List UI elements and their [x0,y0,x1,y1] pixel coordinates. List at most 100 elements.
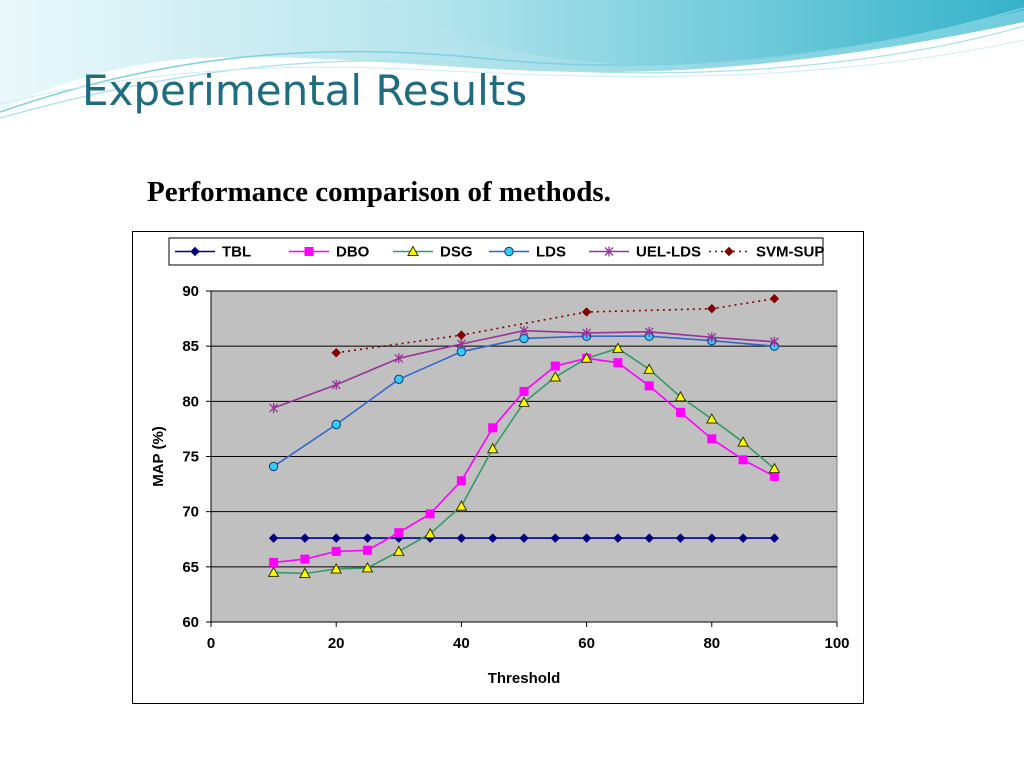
legend-label-dbo: DBO [336,244,370,261]
y-tick-label: 60 [182,614,199,631]
data-point-uel-lds [644,326,654,337]
decorative-wave-banner [0,0,1024,119]
data-point-tbl [769,533,780,543]
data-point-tbl [487,533,498,543]
data-point-svm-sup [769,294,780,304]
data-point-dsg [580,352,593,363]
legend-marker-lds [504,246,514,257]
data-point-tbl [362,533,373,543]
data-point-uel-lds [769,336,779,347]
data-point-dbo [488,423,498,433]
legend-marker-svm-sup [724,246,734,257]
x-tick-label: 80 [703,635,720,652]
data-point-uel-lds [582,327,592,338]
x-tick-label: 60 [578,635,595,652]
data-point-tbl [331,533,341,543]
data-point-dsg [361,561,374,573]
data-point-lds [268,461,279,472]
y-tick-label: 90 [182,283,199,300]
data-point-dsg [674,390,687,402]
data-point-dbo [456,476,466,486]
data-point-dsg [486,442,499,454]
data-point-dsg [549,371,562,382]
legend-label-svm-sup: SVM-SUP [756,244,824,261]
data-point-tbl [675,533,686,543]
data-point-dsg [392,545,405,556]
y-tick-label: 75 [182,449,199,466]
data-point-dbo [331,546,341,556]
data-point-dbo [676,407,685,417]
wave-line-3 [0,39,1024,105]
data-point-tbl [456,533,467,543]
y-tick-label: 65 [182,559,199,576]
legend-label-lds: LDS [536,244,566,261]
data-point-dsg [612,342,624,353]
legend-label-uel-lds: UEL-LDS [636,244,701,261]
data-point-dsg [424,527,436,539]
legend-label-dsg: DSG [440,244,473,261]
chart-caption: Performance comparison of methods. [147,176,611,208]
data-point-tbl [268,533,279,543]
data-point-dbo [550,361,560,371]
x-tick-label: 20 [328,635,345,652]
data-point-uel-lds [519,325,529,336]
wave-line-2 [0,25,1024,119]
data-point-dsg [643,363,656,374]
data-point-tbl [738,533,748,543]
x-tick-label: 40 [453,635,470,652]
legend-label-tbl: TBL [222,244,251,261]
y-axis-label: MAP (%) [150,426,167,487]
y-tick-label: 85 [182,338,199,355]
data-point-tbl [519,533,529,543]
data-point-tbl [550,533,561,543]
data-point-dsg [267,566,280,577]
data-point-dbo [300,554,310,564]
data-point-lds [331,419,341,430]
wave-line-1 [0,7,1024,113]
data-point-dbo [394,528,404,538]
y-tick-label: 80 [182,393,199,410]
legend-marker-uel-lds [604,246,614,257]
data-point-dbo [769,471,779,481]
legend-marker-dsg [407,245,419,256]
data-point-dbo [644,381,654,391]
data-point-svm-sup [331,348,341,358]
data-point-dsg [330,563,343,574]
data-point-dbo [363,545,372,555]
data-point-uel-lds [707,332,717,343]
chart-frame: 60 65 70 75 80 85 90 0 20 40 60 80 100 Threshold MAP (… [132,231,864,704]
data-point-svm-sup [707,303,717,314]
y-tick-label: 70 [182,504,199,521]
x-tick-label: 0 [207,635,215,652]
data-point-lds [394,374,404,384]
data-point-dsg [768,462,781,474]
x-tick-label: 100 [824,635,849,652]
data-point-uel-lds [331,379,341,390]
data-point-tbl [644,533,654,543]
line-chart: 60 65 70 75 80 85 90 0 20 40 60 80 100 Threshold MAP (… [150,237,850,687]
data-point-svm-sup [581,307,592,317]
data-point-dsg [705,412,718,424]
data-point-dsg [518,396,530,407]
slide-title: Experimental Results [82,66,528,115]
data-point-dbo [425,509,435,519]
legend-marker-tbl [190,246,200,257]
data-point-uel-lds [456,338,466,349]
data-point-tbl [707,533,717,543]
data-point-dbo [613,358,623,368]
data-point-dsg [455,500,468,511]
data-point-svm-sup [456,330,467,340]
data-point-dbo [269,557,279,567]
data-point-dbo [738,455,748,465]
data-point-dsg [299,567,311,578]
data-point-uel-lds [269,402,279,413]
data-point-tbl [581,533,592,543]
data-point-dbo [519,386,529,396]
data-point-dbo [707,434,717,444]
x-axis-label: Threshold [488,670,561,687]
data-point-tbl [613,533,623,543]
legend-marker-dbo [304,247,314,256]
wave-band-front [380,0,1024,65]
data-point-tbl [300,533,310,543]
data-point-uel-lds [394,353,404,364]
